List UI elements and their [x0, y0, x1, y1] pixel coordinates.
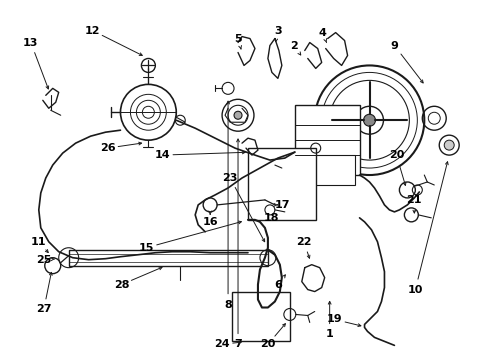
Text: 26: 26: [100, 143, 115, 153]
Text: 11: 11: [31, 237, 46, 247]
Text: 8: 8: [224, 300, 231, 310]
Bar: [232, 292, 289, 341]
Text: 10: 10: [407, 284, 422, 294]
Text: 21: 21: [406, 195, 421, 205]
Bar: [247, 148, 315, 220]
Text: 6: 6: [273, 280, 281, 289]
Text: 9: 9: [390, 41, 398, 50]
Text: 1: 1: [325, 329, 333, 339]
Circle shape: [234, 111, 242, 119]
Text: 4: 4: [318, 28, 326, 37]
Text: 15: 15: [139, 243, 154, 253]
Text: 20: 20: [260, 339, 275, 349]
Text: 3: 3: [273, 26, 281, 36]
Bar: [68, 250, 267, 266]
Text: 28: 28: [114, 280, 129, 289]
Text: 17: 17: [275, 200, 290, 210]
Text: 13: 13: [23, 37, 39, 48]
Text: 22: 22: [295, 237, 311, 247]
Text: 14: 14: [154, 150, 170, 160]
Bar: [294, 105, 359, 175]
Text: 18: 18: [264, 213, 279, 223]
Bar: [309, 155, 354, 185]
Text: 2: 2: [289, 41, 297, 50]
Text: 7: 7: [234, 339, 242, 349]
Text: 5: 5: [234, 33, 242, 44]
Circle shape: [443, 140, 453, 150]
Text: 19: 19: [326, 314, 342, 324]
Text: 25: 25: [36, 255, 51, 265]
Circle shape: [363, 114, 375, 126]
Text: 23: 23: [222, 173, 237, 183]
Text: 12: 12: [84, 26, 100, 36]
Text: 24: 24: [214, 339, 229, 349]
Text: 20: 20: [388, 150, 403, 160]
Text: 27: 27: [36, 305, 51, 315]
Text: 16: 16: [202, 217, 218, 227]
